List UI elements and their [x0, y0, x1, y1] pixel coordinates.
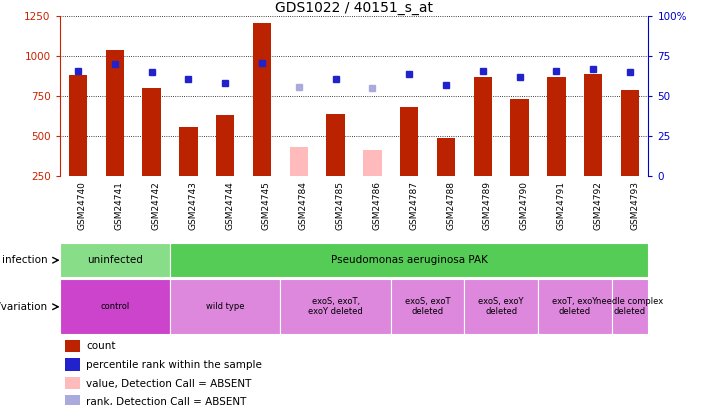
Text: GSM24740: GSM24740 — [78, 181, 87, 230]
Text: GSM24745: GSM24745 — [262, 181, 271, 230]
Text: GSM24789: GSM24789 — [483, 181, 492, 230]
Text: genotype/variation: genotype/variation — [0, 302, 48, 312]
Title: GDS1022 / 40151_s_at: GDS1022 / 40151_s_at — [275, 1, 433, 15]
Bar — [216, 115, 234, 176]
Bar — [65, 358, 80, 371]
Bar — [391, 279, 465, 334]
Text: GSM24791: GSM24791 — [557, 181, 566, 230]
Text: exoS, exoY
deleted: exoS, exoY deleted — [479, 297, 524, 316]
Text: GSM24741: GSM24741 — [115, 181, 124, 230]
Text: GSM24784: GSM24784 — [299, 181, 308, 230]
Text: exoS, exoT,
exoY deleted: exoS, exoT, exoY deleted — [308, 297, 363, 316]
Bar — [437, 138, 455, 176]
Text: GSM24790: GSM24790 — [519, 181, 529, 230]
Text: infection: infection — [2, 255, 48, 265]
Bar — [60, 243, 170, 277]
Text: GSM24793: GSM24793 — [630, 181, 639, 230]
Text: uninfected: uninfected — [87, 255, 143, 265]
Text: GSM24786: GSM24786 — [372, 181, 381, 230]
Text: count: count — [86, 341, 116, 352]
Text: GSM24742: GSM24742 — [151, 181, 161, 230]
Bar — [60, 279, 170, 334]
Text: GSM24787: GSM24787 — [409, 181, 418, 230]
Text: exoT, exoY
deleted: exoT, exoY deleted — [552, 297, 597, 316]
Bar — [465, 279, 538, 334]
Text: rank, Detection Call = ABSENT: rank, Detection Call = ABSENT — [86, 397, 247, 405]
Bar — [65, 395, 80, 405]
Bar — [584, 74, 602, 176]
Bar — [106, 50, 124, 176]
Text: control: control — [100, 302, 130, 311]
Bar — [290, 147, 308, 176]
Bar — [363, 150, 381, 176]
Text: wild type: wild type — [206, 302, 245, 311]
Bar — [65, 377, 80, 389]
Text: GSM24785: GSM24785 — [336, 181, 345, 230]
Bar — [142, 88, 161, 176]
Bar — [280, 279, 391, 334]
Text: Pseudomonas aeruginosa PAK: Pseudomonas aeruginosa PAK — [331, 255, 488, 265]
Bar — [612, 279, 648, 334]
Bar — [538, 279, 612, 334]
Text: GSM24744: GSM24744 — [225, 181, 234, 230]
Bar — [547, 77, 566, 176]
Bar — [170, 279, 280, 334]
Text: exoS, exoT
deleted: exoS, exoT deleted — [405, 297, 450, 316]
Bar — [621, 90, 639, 176]
Text: value, Detection Call = ABSENT: value, Detection Call = ABSENT — [86, 379, 252, 389]
Text: GSM24792: GSM24792 — [593, 181, 602, 230]
Bar — [65, 339, 80, 352]
Bar — [69, 75, 87, 176]
Text: GSM24788: GSM24788 — [446, 181, 455, 230]
Bar — [474, 77, 492, 176]
Text: needle complex
deleted: needle complex deleted — [597, 297, 664, 316]
Bar — [400, 107, 418, 176]
Bar — [510, 99, 529, 176]
Bar — [327, 114, 345, 176]
Bar — [170, 243, 648, 277]
Bar — [179, 128, 198, 176]
Bar — [253, 23, 271, 176]
Text: percentile rank within the sample: percentile rank within the sample — [86, 360, 262, 370]
Text: GSM24743: GSM24743 — [189, 181, 198, 230]
